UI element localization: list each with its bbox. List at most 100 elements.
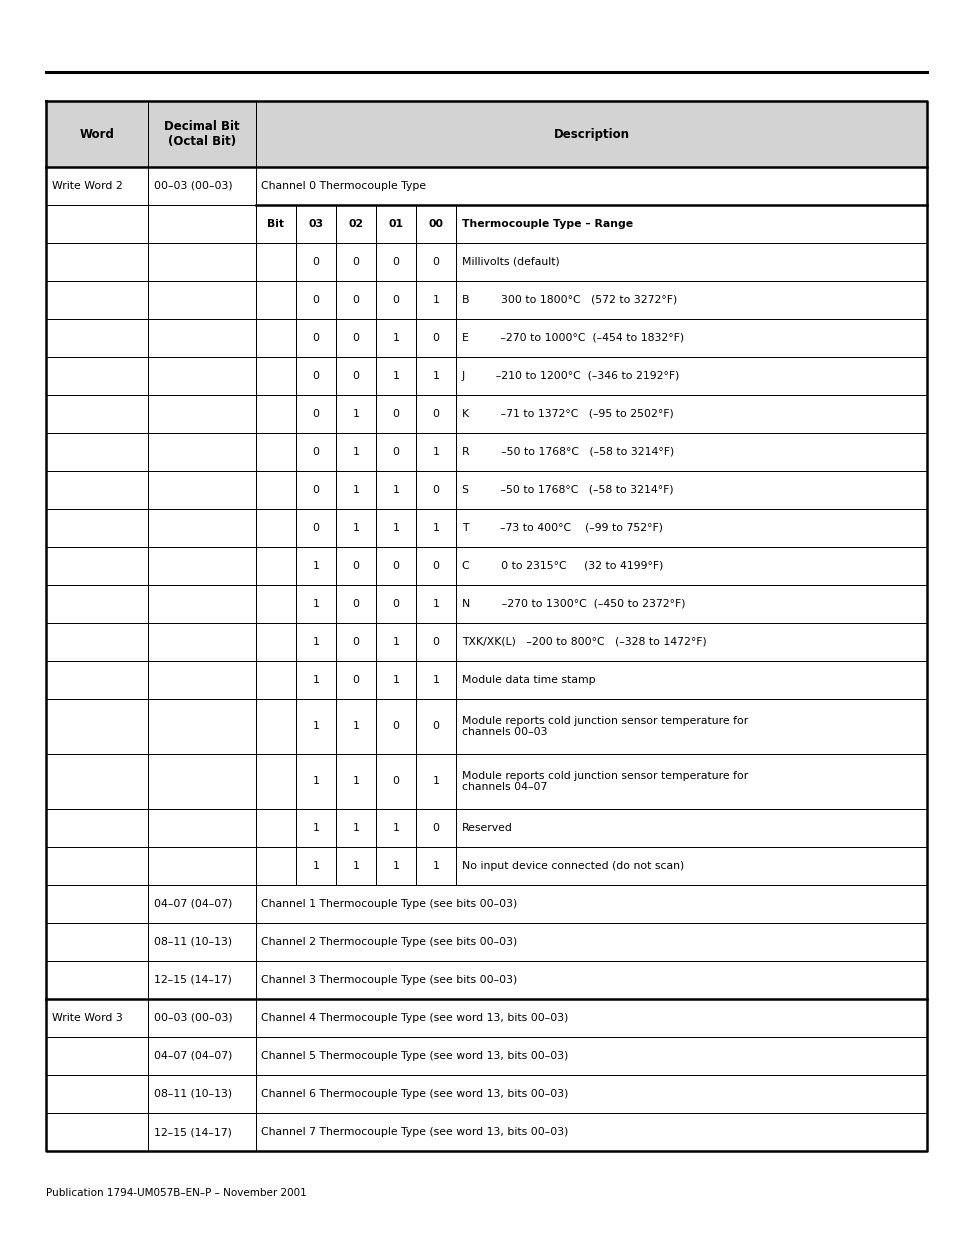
Text: 1: 1	[392, 370, 399, 380]
Text: 0: 0	[392, 409, 399, 419]
Bar	[46, 753, 148, 809]
Bar	[46, 433, 148, 471]
Bar	[416, 699, 456, 753]
Bar	[255, 1074, 926, 1113]
Bar	[255, 280, 295, 319]
Text: 00–03 (00–03): 00–03 (00–03)	[153, 1013, 232, 1023]
Bar	[416, 319, 456, 357]
Bar	[255, 1037, 926, 1074]
Text: 0: 0	[392, 599, 399, 609]
Text: B         300 to 1800°C   (572 to 3272°F): B 300 to 1800°C (572 to 3272°F)	[461, 295, 677, 305]
Bar	[375, 809, 416, 847]
Bar	[148, 923, 255, 961]
Text: 1: 1	[352, 522, 359, 534]
Bar	[456, 243, 926, 280]
Bar	[295, 319, 335, 357]
Text: 1: 1	[312, 721, 319, 731]
Text: S         –50 to 1768°C   (–58 to 3214°F): S –50 to 1768°C (–58 to 3214°F)	[461, 485, 673, 495]
Bar	[416, 243, 456, 280]
Text: 1: 1	[432, 777, 439, 787]
Bar	[375, 661, 416, 699]
Text: Description: Description	[553, 127, 629, 141]
Bar	[335, 319, 375, 357]
Text: 1: 1	[352, 823, 359, 832]
Text: 1: 1	[312, 777, 319, 787]
Bar	[375, 753, 416, 809]
Text: Module reports cold junction sensor temperature for
channels 00–03: Module reports cold junction sensor temp…	[461, 715, 747, 737]
Bar	[335, 280, 375, 319]
Bar	[416, 509, 456, 547]
Bar	[46, 547, 148, 585]
Bar	[456, 585, 926, 622]
Bar	[46, 357, 148, 395]
Bar	[46, 167, 148, 205]
Text: 0: 0	[352, 370, 359, 380]
Text: 1: 1	[392, 676, 399, 685]
Text: 1: 1	[432, 522, 439, 534]
Text: Write Word 3: Write Word 3	[51, 1013, 122, 1023]
Bar	[148, 319, 255, 357]
Text: Channel 7 Thermocouple Type (see word 13, bits 00–03): Channel 7 Thermocouple Type (see word 13…	[261, 1128, 568, 1137]
Bar	[148, 1113, 255, 1151]
Text: Channel 4 Thermocouple Type (see word 13, bits 00–03): Channel 4 Thermocouple Type (see word 13…	[261, 1013, 568, 1023]
Text: 0: 0	[432, 637, 439, 647]
Bar	[255, 585, 295, 622]
Text: 0: 0	[432, 257, 439, 267]
Bar	[148, 622, 255, 661]
Text: 0: 0	[312, 257, 319, 267]
Bar	[255, 509, 295, 547]
Text: 0: 0	[352, 295, 359, 305]
Bar	[46, 471, 148, 509]
Text: Channel 3 Thermocouple Type (see bits 00–03): Channel 3 Thermocouple Type (see bits 00…	[261, 974, 517, 986]
Text: 1: 1	[392, 333, 399, 343]
Bar	[456, 357, 926, 395]
Text: 12–15 (14–17): 12–15 (14–17)	[153, 974, 232, 986]
Text: Module data time stamp: Module data time stamp	[461, 676, 595, 685]
Text: J         –210 to 1200°C  (–346 to 2192°F): J –210 to 1200°C (–346 to 2192°F)	[461, 370, 679, 380]
Text: 1: 1	[352, 861, 359, 871]
Text: Reserved: Reserved	[461, 823, 512, 832]
Bar	[148, 395, 255, 433]
Bar	[295, 280, 335, 319]
Bar	[335, 699, 375, 753]
Bar	[46, 885, 148, 923]
Bar	[335, 243, 375, 280]
Text: 0: 0	[392, 777, 399, 787]
Text: K         –71 to 1372°C   (–95 to 2502°F): K –71 to 1372°C (–95 to 2502°F)	[461, 409, 673, 419]
Bar	[255, 243, 295, 280]
Text: Write Word 2: Write Word 2	[51, 180, 122, 190]
Bar	[335, 509, 375, 547]
Bar	[148, 357, 255, 395]
Bar	[46, 243, 148, 280]
Text: 1: 1	[392, 522, 399, 534]
Bar	[375, 433, 416, 471]
Bar	[255, 395, 295, 433]
Bar	[148, 847, 255, 885]
Bar	[335, 661, 375, 699]
Bar	[335, 585, 375, 622]
Bar	[255, 101, 926, 167]
Bar	[375, 280, 416, 319]
Bar	[295, 433, 335, 471]
Text: Thermocouple Type – Range: Thermocouple Type – Range	[461, 219, 632, 228]
Text: 1: 1	[312, 637, 319, 647]
Text: TXK/XK(L)   –200 to 800°C   (–328 to 1472°F): TXK/XK(L) –200 to 800°C (–328 to 1472°F)	[461, 637, 706, 647]
Bar	[148, 509, 255, 547]
Text: 1: 1	[432, 447, 439, 457]
Text: 1: 1	[432, 676, 439, 685]
Bar	[46, 585, 148, 622]
Text: 0: 0	[392, 257, 399, 267]
Bar	[295, 699, 335, 753]
Bar	[255, 999, 926, 1037]
Bar	[456, 547, 926, 585]
Bar	[46, 1074, 148, 1113]
Bar	[335, 847, 375, 885]
Text: 04–07 (04–07): 04–07 (04–07)	[153, 899, 232, 909]
Text: 0: 0	[432, 823, 439, 832]
Bar	[46, 847, 148, 885]
Bar	[255, 847, 295, 885]
Text: 0: 0	[312, 485, 319, 495]
Bar	[295, 395, 335, 433]
Text: 0: 0	[312, 522, 319, 534]
Bar	[375, 319, 416, 357]
